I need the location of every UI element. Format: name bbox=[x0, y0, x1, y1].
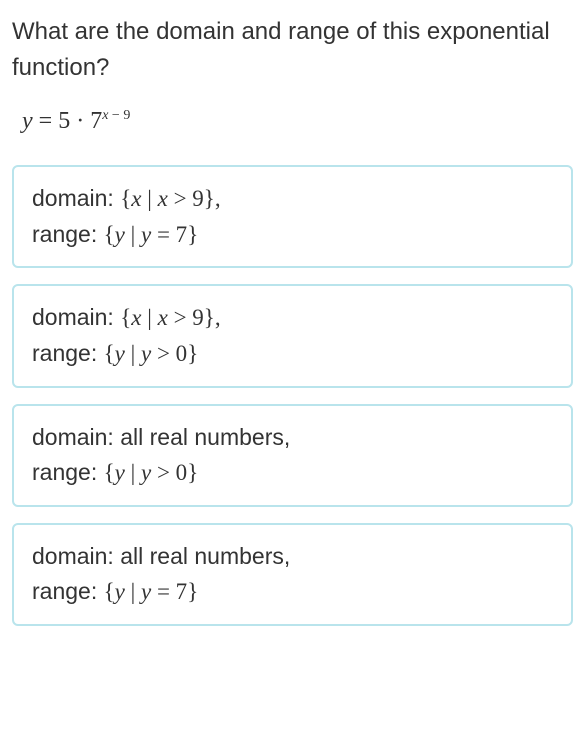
domain-var2: x bbox=[158, 186, 168, 211]
domain-var: x bbox=[131, 305, 141, 330]
option-2[interactable]: domain: {x | x > 9}, range: {y | y > 0} bbox=[12, 284, 573, 387]
brace-open: { bbox=[104, 460, 115, 485]
eq-exp-rest: − 9 bbox=[108, 108, 130, 123]
range-set: {y | y > 0} bbox=[104, 460, 199, 485]
domain-plain: all real numbers, bbox=[120, 424, 290, 450]
range-set: {y | y > 0} bbox=[104, 341, 199, 366]
option-4[interactable]: domain: all real numbers, range: {y | y … bbox=[12, 523, 573, 626]
set-bar: | bbox=[141, 186, 157, 211]
domain-rel: > 9 bbox=[168, 305, 204, 330]
range-var: y bbox=[115, 579, 125, 604]
range-var: y bbox=[115, 460, 125, 485]
option-3[interactable]: domain: all real numbers, range: {y | y … bbox=[12, 404, 573, 507]
eq-equals: = bbox=[33, 108, 59, 134]
range-label: range: bbox=[32, 221, 104, 247]
brace-close: } bbox=[187, 460, 198, 485]
eq-base: 7 bbox=[90, 108, 102, 134]
range-set: {y | y = 7} bbox=[104, 222, 199, 247]
domain-var: x bbox=[131, 186, 141, 211]
option-4-domain: domain: all real numbers, bbox=[32, 539, 553, 575]
brace-close: }, bbox=[204, 305, 221, 330]
option-2-range: range: {y | y > 0} bbox=[32, 336, 553, 372]
range-label: range: bbox=[32, 578, 104, 604]
set-bar: | bbox=[125, 341, 141, 366]
option-4-range: range: {y | y = 7} bbox=[32, 574, 553, 610]
domain-label: domain: bbox=[32, 543, 120, 569]
brace-open: { bbox=[104, 222, 115, 247]
brace-open: { bbox=[120, 186, 131, 211]
range-var2: y bbox=[141, 222, 151, 247]
eq-dot: · bbox=[70, 108, 90, 134]
option-3-range: range: {y | y > 0} bbox=[32, 455, 553, 491]
equation: y = 5 · 7x − 9 bbox=[22, 108, 573, 135]
eq-lhs-var: y bbox=[22, 108, 33, 134]
eq-exponent: x − 9 bbox=[102, 108, 130, 123]
range-var: y bbox=[115, 222, 125, 247]
domain-label: domain: bbox=[32, 185, 120, 211]
brace-close: } bbox=[187, 222, 198, 247]
set-bar: | bbox=[141, 305, 157, 330]
brace-open: { bbox=[104, 579, 115, 604]
domain-plain: all real numbers, bbox=[120, 543, 290, 569]
range-label: range: bbox=[32, 340, 104, 366]
range-var: y bbox=[115, 341, 125, 366]
range-var2: y bbox=[141, 579, 151, 604]
set-bar: | bbox=[125, 460, 141, 485]
range-rel: > 0 bbox=[151, 341, 187, 366]
domain-label: domain: bbox=[32, 424, 120, 450]
options-list: domain: {x | x > 9}, range: {y | y = 7} … bbox=[12, 165, 573, 626]
range-var2: y bbox=[141, 341, 151, 366]
brace-open: { bbox=[120, 305, 131, 330]
option-3-domain: domain: all real numbers, bbox=[32, 420, 553, 456]
domain-set: {x | x > 9}, bbox=[120, 186, 220, 211]
brace-open: { bbox=[104, 341, 115, 366]
brace-close: } bbox=[187, 341, 198, 366]
domain-rel: > 9 bbox=[168, 186, 204, 211]
option-1[interactable]: domain: {x | x > 9}, range: {y | y = 7} bbox=[12, 165, 573, 268]
set-bar: | bbox=[125, 579, 141, 604]
eq-coef: 5 bbox=[58, 108, 70, 134]
option-1-range: range: {y | y = 7} bbox=[32, 217, 553, 253]
option-1-domain: domain: {x | x > 9}, bbox=[32, 181, 553, 217]
question-text: What are the domain and range of this ex… bbox=[12, 14, 573, 86]
range-label: range: bbox=[32, 459, 104, 485]
domain-label: domain: bbox=[32, 304, 120, 330]
set-bar: | bbox=[125, 222, 141, 247]
range-var2: y bbox=[141, 460, 151, 485]
option-2-domain: domain: {x | x > 9}, bbox=[32, 300, 553, 336]
brace-close: }, bbox=[204, 186, 221, 211]
domain-var2: x bbox=[158, 305, 168, 330]
range-set: {y | y = 7} bbox=[104, 579, 199, 604]
range-rel: > 0 bbox=[151, 460, 187, 485]
brace-close: } bbox=[187, 579, 198, 604]
domain-set: {x | x > 9}, bbox=[120, 305, 220, 330]
range-rel: = 7 bbox=[151, 222, 187, 247]
range-rel: = 7 bbox=[151, 579, 187, 604]
